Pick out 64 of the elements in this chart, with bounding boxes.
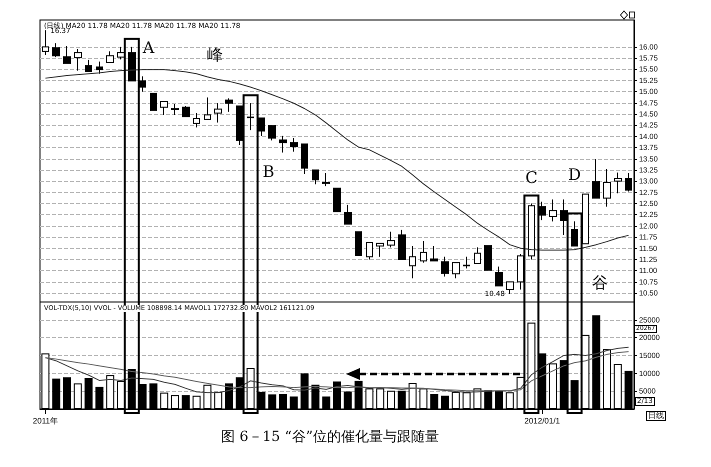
candlestick: [398, 229, 406, 260]
candlestick: [430, 246, 438, 262]
annotation: 谷: [592, 273, 608, 292]
candlestick: [592, 158, 600, 199]
annotation: 峰: [207, 45, 223, 64]
candlestick: [42, 30, 49, 56]
candlestick: [387, 231, 395, 248]
candlestick: [528, 203, 535, 260]
candlestick: [214, 102, 222, 124]
candlestick: [301, 143, 308, 174]
candlestick: [463, 256, 470, 269]
candlestick: [571, 220, 578, 247]
candlestick: [290, 138, 298, 152]
candlestick: [128, 46, 136, 82]
candlestick: [182, 105, 190, 118]
candlestick: [420, 240, 427, 264]
candlestick: [614, 172, 622, 194]
candlestick: [517, 254, 524, 290]
line-series: [44, 69, 630, 251]
candlestick: [225, 98, 233, 112]
candlestick: [506, 281, 514, 294]
candlestick: [268, 125, 276, 141]
candlestick: [150, 92, 157, 111]
text: 图 6－15 “谷”位的催化量与跟随量: [221, 429, 439, 445]
candlestick: [63, 45, 71, 64]
annotation: A: [142, 38, 154, 57]
candlestick: [366, 242, 373, 260]
candlestick: [52, 42, 60, 58]
candlestick: [117, 46, 125, 60]
annotation: D: [568, 165, 581, 184]
annotation: C: [525, 168, 538, 187]
candlestick: [333, 188, 341, 212]
candlestick: [96, 61, 103, 74]
candlestick: [106, 50, 114, 64]
candlestick: [355, 231, 362, 256]
candlestick: [312, 169, 319, 185]
candlestick: [279, 135, 287, 153]
candlestick: [484, 245, 492, 272]
candlestick: [171, 104, 179, 116]
candlestick: [409, 246, 416, 279]
candlestick: [603, 168, 611, 208]
candlestick: [160, 100, 168, 116]
candlestick: [258, 118, 265, 136]
x-tick-label: 2012/01/1: [524, 416, 561, 426]
candlestick: [74, 48, 82, 72]
candlestick: [441, 256, 449, 277]
annotation: B: [262, 162, 274, 181]
candlestick: [495, 266, 503, 286]
candlestick: [193, 112, 200, 128]
candlestick: [204, 96, 211, 120]
candlestick: [582, 194, 589, 244]
candlestick: [322, 172, 330, 187]
candlestick: [247, 102, 254, 131]
candlestick: [560, 198, 568, 236]
candlestick: [139, 76, 146, 92]
x-tick-label: 2011年: [32, 416, 58, 426]
candlestick: [549, 198, 557, 222]
candlestick: [452, 262, 460, 279]
candlestick: [85, 59, 92, 72]
candlestick: [344, 204, 352, 225]
candlestick: [376, 242, 384, 258]
candlestick: [474, 246, 481, 264]
candlestick: [625, 172, 632, 192]
text: 日线: [646, 411, 666, 421]
